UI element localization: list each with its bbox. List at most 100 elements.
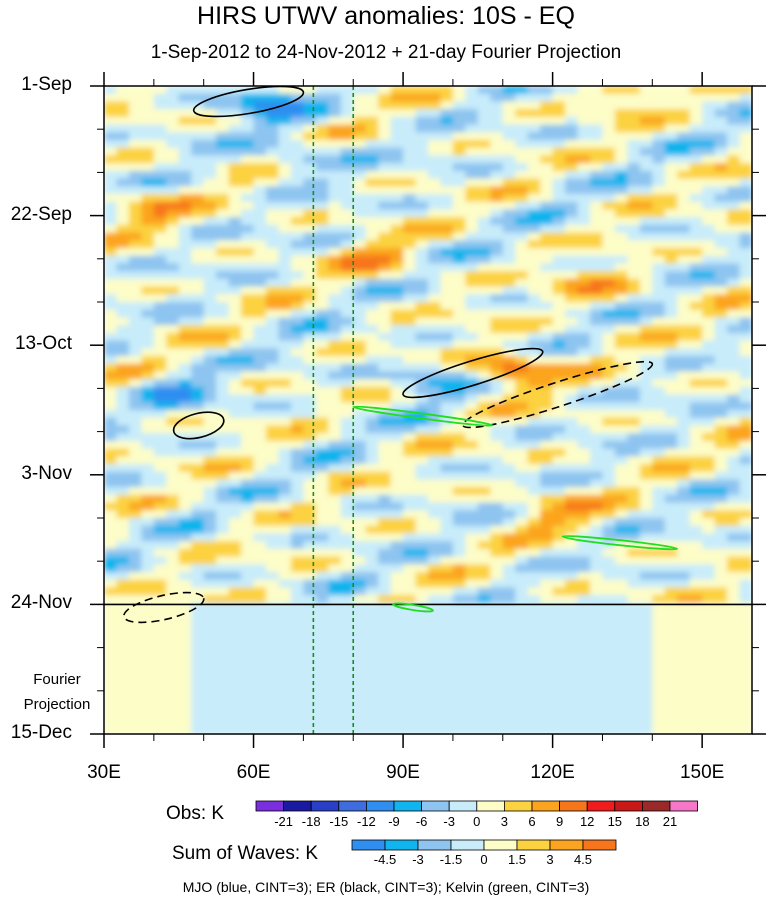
field-cell (228, 410, 242, 419)
field-cell (702, 641, 716, 650)
field-cell (266, 695, 280, 704)
field-cell (315, 332, 329, 342)
field-cell (452, 595, 466, 604)
field-cell (378, 325, 392, 334)
field-cell (178, 140, 192, 149)
field-cell (502, 433, 516, 442)
field-cell (689, 610, 703, 619)
field-cell (166, 325, 180, 334)
field-cell (253, 124, 267, 133)
field-cell (228, 178, 242, 187)
field-cell (178, 726, 192, 734)
field-cell (228, 541, 242, 550)
field-cell (191, 147, 205, 157)
field-cell (614, 263, 628, 272)
field-cell (490, 649, 504, 658)
field-cell (540, 610, 554, 619)
field-cell (502, 186, 516, 195)
field-cell (465, 263, 479, 272)
field-cell (465, 163, 479, 172)
field-cell (477, 641, 491, 650)
field-cell (390, 379, 404, 388)
field-cell (739, 587, 752, 596)
field-cell (440, 140, 454, 149)
field-cell (565, 695, 579, 704)
field-cell (153, 186, 167, 195)
field-cell (104, 147, 118, 157)
field-cell (552, 672, 566, 681)
field-cell (303, 224, 317, 234)
field-cell (739, 217, 752, 226)
field-cell (627, 309, 641, 319)
field-cell (191, 572, 205, 581)
field-cell (378, 641, 392, 650)
field-cell (702, 525, 716, 535)
field-cell (353, 394, 367, 403)
field-cell (328, 194, 342, 203)
field-cell (153, 471, 167, 481)
field-cell (328, 448, 342, 457)
field-cell (290, 178, 304, 187)
field-cell (614, 356, 628, 365)
field-cell (602, 502, 616, 511)
field-cell (116, 217, 130, 226)
field-cell (602, 93, 616, 103)
field-cell (303, 564, 317, 573)
field-cell (365, 494, 379, 504)
field-cell (403, 572, 417, 581)
field-cell (241, 232, 255, 241)
field-cell (727, 124, 741, 133)
field-cell (290, 302, 304, 311)
field-cell (178, 587, 192, 596)
field-cell (652, 248, 666, 257)
field-cell (290, 348, 304, 357)
field-cell (191, 294, 205, 303)
field-cell (353, 595, 367, 604)
field-cell (515, 456, 529, 465)
field-cell (153, 178, 167, 187)
field-cell (216, 518, 230, 527)
field-cell (290, 487, 304, 496)
field-cell (689, 124, 703, 133)
field-cell (203, 602, 217, 612)
field-cell (153, 194, 167, 203)
field-cell (590, 572, 604, 581)
field-cell (303, 340, 317, 349)
obs-colorbar-tick: 9 (555, 814, 564, 829)
field-cell (452, 116, 466, 126)
field-cell (577, 140, 591, 149)
field-cell (216, 116, 230, 126)
field-cell (253, 641, 267, 650)
field-cell (515, 656, 529, 666)
field-cell (540, 433, 554, 442)
field-cell (727, 471, 741, 481)
field-cell (739, 525, 752, 535)
field-cell (452, 394, 466, 403)
field-cell (266, 116, 280, 126)
field-cell (128, 271, 142, 280)
field-cell (203, 147, 217, 157)
field-cell (664, 680, 678, 689)
field-cell (440, 425, 454, 434)
field-cell (477, 487, 491, 496)
field-cell (515, 224, 529, 234)
field-cell (403, 548, 417, 558)
field-cell (577, 278, 591, 288)
field-cell (452, 286, 466, 295)
field-cell (590, 86, 604, 95)
er-contour (123, 591, 205, 624)
field-cell (727, 687, 741, 697)
field-cell (652, 456, 666, 465)
field-cell (652, 124, 666, 133)
field-cell (664, 124, 678, 133)
field-cell (440, 209, 454, 218)
field-cell (303, 695, 317, 704)
field-cell (128, 479, 142, 488)
field-cell (540, 363, 554, 373)
field-cell (602, 332, 616, 342)
y-tick-label: 13-Oct (14, 333, 72, 355)
field-cell (178, 710, 192, 720)
field-cell (228, 332, 242, 342)
field-cell (340, 425, 354, 434)
field-cell (203, 410, 217, 419)
